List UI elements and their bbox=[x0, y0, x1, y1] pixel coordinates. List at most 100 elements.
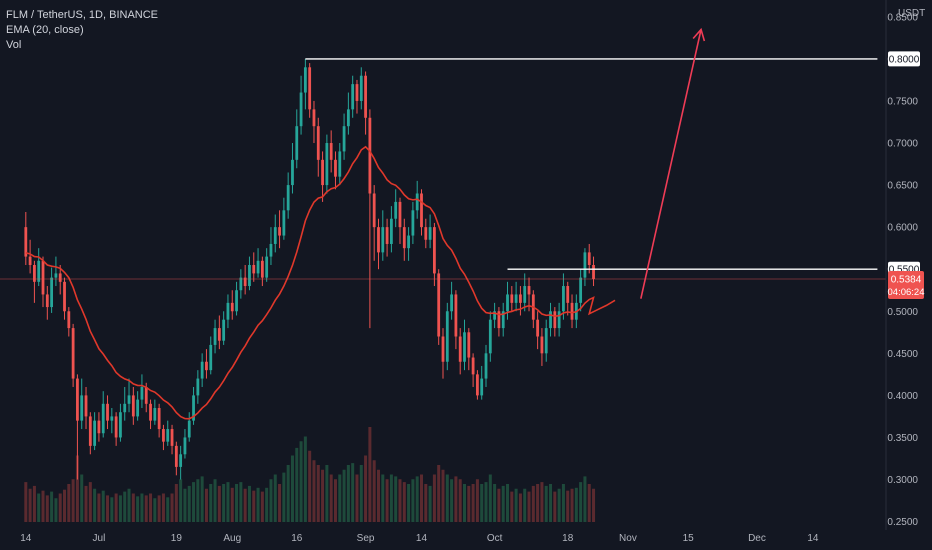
candle-body bbox=[80, 395, 84, 421]
candle-body bbox=[359, 75, 363, 101]
projection-arrow-head bbox=[692, 27, 706, 42]
candle-body bbox=[71, 328, 75, 379]
volume-bar bbox=[402, 482, 406, 522]
time-tick-label: 16 bbox=[291, 533, 303, 544]
volume-bar bbox=[587, 484, 591, 522]
volume-bar bbox=[110, 497, 114, 522]
candle-body bbox=[428, 227, 432, 240]
candle-body bbox=[544, 328, 548, 354]
volume-bar bbox=[351, 463, 355, 522]
candle-body bbox=[501, 311, 505, 329]
volume-bar bbox=[321, 469, 325, 522]
volume-bar bbox=[432, 474, 436, 522]
volume-bar bbox=[50, 491, 54, 522]
candle-body bbox=[411, 210, 415, 236]
volume-bar bbox=[592, 488, 596, 522]
candle-body bbox=[252, 265, 256, 274]
time-tick-label: Dec bbox=[748, 533, 766, 544]
volume-bar bbox=[295, 447, 299, 522]
volume-bar bbox=[308, 450, 312, 522]
candle-body bbox=[338, 151, 342, 177]
price-tick-label: 0.3500 bbox=[887, 433, 918, 444]
candle-body bbox=[540, 336, 544, 354]
volume-bar bbox=[398, 479, 402, 522]
symbol-title[interactable]: FLM / TetherUS, 1D, BINANCE bbox=[6, 9, 159, 21]
candle-body bbox=[230, 302, 234, 312]
volume-bar bbox=[58, 493, 62, 522]
volume-indicator-label[interactable]: Vol bbox=[6, 39, 22, 51]
volume-bar bbox=[282, 472, 286, 522]
volume-bar bbox=[200, 476, 204, 522]
candle-body bbox=[583, 252, 587, 278]
volume-bar bbox=[37, 493, 41, 522]
candle-body bbox=[24, 227, 28, 257]
volume-bar bbox=[235, 484, 239, 522]
candle-body bbox=[441, 336, 445, 362]
ema-layer bbox=[25, 145, 616, 420]
time-tick-label: 14 bbox=[20, 533, 32, 544]
volume-bar bbox=[523, 488, 527, 522]
candle-body bbox=[278, 227, 281, 236]
volume-bar bbox=[458, 479, 462, 522]
candle-body bbox=[213, 328, 217, 345]
candle-body bbox=[226, 302, 230, 320]
candle-body bbox=[334, 159, 337, 177]
volume-bar bbox=[84, 485, 88, 522]
volume-bar bbox=[127, 488, 131, 522]
price-tick-label: 0.4000 bbox=[887, 391, 918, 402]
candle-body bbox=[286, 185, 290, 211]
volume-bar bbox=[157, 495, 161, 522]
levels-layer bbox=[0, 58, 886, 280]
volume-bar bbox=[45, 495, 49, 522]
candle-body bbox=[303, 67, 307, 93]
volume-bar bbox=[97, 493, 101, 522]
candle-body bbox=[553, 311, 557, 329]
candle-body bbox=[110, 416, 114, 421]
volume-bar bbox=[149, 493, 153, 522]
volume-bar bbox=[80, 474, 84, 522]
candle-body bbox=[291, 159, 294, 186]
candle-body bbox=[174, 445, 178, 467]
price-tick-label: 0.6000 bbox=[887, 223, 918, 234]
volume-bar bbox=[376, 469, 380, 522]
currency-label: USDT bbox=[898, 8, 925, 19]
volume-bar bbox=[213, 479, 217, 522]
candle-body bbox=[33, 265, 36, 282]
time-tick-label: Aug bbox=[223, 533, 241, 544]
volume-bar bbox=[265, 487, 269, 522]
candle-body bbox=[355, 84, 359, 101]
volume-bar bbox=[445, 474, 449, 522]
volume-bar bbox=[226, 482, 230, 522]
candle-body bbox=[282, 210, 286, 236]
candle-body bbox=[312, 109, 316, 127]
volume-bar bbox=[394, 476, 398, 522]
volume-bar bbox=[67, 484, 71, 522]
candle-body bbox=[587, 252, 591, 265]
candle-body bbox=[592, 265, 595, 279]
time-axis[interactable]: 14 Jul 19 Aug 16 Sep 14 Oct 18 Nov 15 Dec 14 bbox=[20, 533, 819, 544]
time-tick-label: Sep bbox=[357, 533, 375, 544]
volume-bar bbox=[544, 485, 548, 522]
volume-bar bbox=[24, 482, 28, 522]
candle-body bbox=[463, 332, 466, 362]
volume-bar bbox=[136, 496, 140, 522]
volume-bar bbox=[536, 484, 540, 522]
candle-body bbox=[437, 273, 441, 337]
volume-bar bbox=[252, 490, 256, 522]
candle-body bbox=[506, 294, 509, 312]
volume-bar bbox=[368, 427, 372, 522]
ema-indicator-label[interactable]: EMA (20, close) bbox=[6, 24, 84, 36]
candle-body bbox=[549, 311, 552, 329]
candle-body bbox=[488, 319, 492, 354]
candle-body bbox=[248, 265, 251, 287]
volume-bar bbox=[385, 479, 389, 522]
volume-bar bbox=[183, 488, 187, 522]
volume-bar bbox=[239, 482, 243, 522]
current-price-badge bbox=[888, 270, 924, 299]
volume-bar bbox=[312, 460, 316, 522]
volume-bar bbox=[342, 469, 346, 522]
projection-arrow-line bbox=[640, 29, 702, 299]
volume-bar bbox=[303, 436, 307, 522]
